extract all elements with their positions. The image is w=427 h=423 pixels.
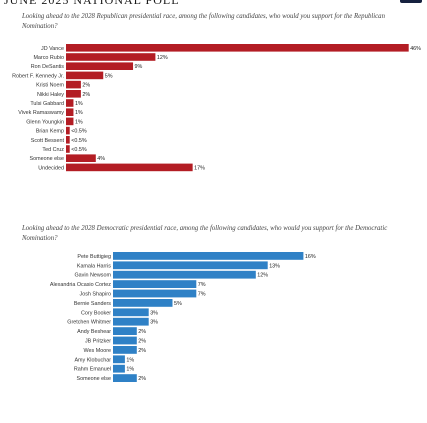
value-label-glenn-youngkin: 1% xyxy=(75,119,83,125)
bar-gavin-newsom xyxy=(113,270,256,279)
category-label-nikki-haley: Nikki Haley xyxy=(37,92,64,98)
bar-glenn-youngkin xyxy=(66,117,74,126)
bar-someone-else xyxy=(66,154,96,162)
bar-undecided xyxy=(66,163,193,172)
category-label-kamala-harris: Kamala Harris xyxy=(77,263,111,269)
value-label-someone-else: 2% xyxy=(138,376,146,382)
category-label-gretchen-whitmer: Gretchen Whitmer xyxy=(67,320,111,326)
republican-question: Looking ahead to the 2028 Republican pre… xyxy=(22,13,385,30)
value-label-alexandria-ocasio-cortez: 7% xyxy=(198,282,206,288)
category-label-wes-moore: Wes Moore xyxy=(84,348,111,354)
value-label-scott-bessent: <0.5% xyxy=(71,138,87,144)
value-label-ron-desantis: 9% xyxy=(135,64,143,70)
bar-ted-cruz xyxy=(66,145,70,153)
value-label-pete-buttigieg: 16% xyxy=(305,254,316,260)
bar-josh-shapiro xyxy=(113,289,197,298)
value-label-jd-vance: 46% xyxy=(410,46,421,52)
category-label-undecided: Undecided xyxy=(38,165,64,171)
bar-jd-vance xyxy=(66,44,409,52)
category-label-jb-pritzker: JB Pritzker xyxy=(85,339,111,345)
democratic-question: Looking ahead to the 2028 Democratic pre… xyxy=(22,225,388,242)
value-label-josh-shapiro: 7% xyxy=(198,292,206,298)
category-label-bernie-sanders: Bernie Sanders xyxy=(74,301,111,307)
category-label-amy-klobuchar: Amy Klobuchar xyxy=(74,357,111,363)
value-label-cory-booker: 3% xyxy=(150,310,158,316)
value-label-wes-moore: 2% xyxy=(138,348,146,354)
bar-nikki-haley xyxy=(66,90,81,98)
category-label-gavin-newsom: Gavin Newsom xyxy=(74,273,111,279)
value-label-amy-klobuchar: 1% xyxy=(126,357,134,363)
republican-chart: JD Vance 46% Marco Rubio 12% Ron DeSantis 9% R… xyxy=(12,44,421,172)
page-title: JUNE 2025 NATIONAL POLL xyxy=(4,0,180,7)
value-label-kamala-harris: 13% xyxy=(269,263,280,269)
category-label-josh-shapiro: Josh Shapiro xyxy=(80,292,111,298)
value-label-tulsi-gabbard: 1% xyxy=(75,101,83,107)
value-label-ted-cruz: <0.5% xyxy=(71,147,87,153)
category-label-vivek-ramaswamy: Vivek Ramaswamy xyxy=(18,110,64,116)
bar-robert-f-kennedy-jr xyxy=(66,71,104,80)
bar-jb-pritzker xyxy=(113,336,137,345)
category-label-pete-buttigieg: Pete Buttigieg xyxy=(77,254,111,260)
bar-vivek-ramaswamy xyxy=(66,108,74,116)
value-label-brian-kemp: <0.5% xyxy=(71,129,87,135)
bar-scott-bessent xyxy=(66,136,70,144)
value-label-andy-beshear: 2% xyxy=(138,329,146,335)
category-label-andy-beshear: Andy Beshear xyxy=(77,329,111,335)
bar-alexandria-ocasio-cortez xyxy=(113,280,197,288)
category-label-alexandria-ocasio-cortez: Alexandria Ocasio Cortez xyxy=(50,282,111,288)
bar-someone-else xyxy=(113,374,137,382)
value-label-gavin-newsom: 12% xyxy=(257,273,268,279)
democratic-chart: Pete Buttigieg 16% Kamala Harris 13% Gavin N… xyxy=(50,252,316,382)
value-label-bernie-sanders: 5% xyxy=(174,301,182,307)
value-label-nikki-haley: 2% xyxy=(82,92,90,98)
bar-kristi-noem xyxy=(66,80,81,89)
bar-rahm-emanuel xyxy=(113,364,125,373)
category-label-someone-else: Someone else xyxy=(30,156,64,162)
bar-amy-klobuchar xyxy=(113,355,125,364)
category-label-brian-kemp: Brian Kemp xyxy=(36,129,64,135)
category-label-robert-f-kennedy-jr: Robert F. Kennedy Jr. xyxy=(12,73,64,79)
value-label-gretchen-whitmer: 3% xyxy=(150,320,158,326)
value-label-rahm-emanuel: 1% xyxy=(126,367,134,373)
category-label-ted-cruz: Ted Cruz xyxy=(42,147,64,153)
value-label-marco-rubio: 12% xyxy=(157,55,168,61)
category-label-cory-booker: Cory Booker xyxy=(81,310,111,316)
value-label-vivek-ramaswamy: 1% xyxy=(75,110,83,116)
brand-logo xyxy=(400,0,422,3)
bar-ron-desantis xyxy=(66,62,134,70)
category-label-scott-bessent: Scott Bessent xyxy=(31,138,65,144)
category-label-jd-vance: JD Vance xyxy=(41,46,64,52)
category-label-rahm-emanuel: Rahm Emanuel xyxy=(74,367,111,373)
value-label-kristi-noem: 2% xyxy=(82,83,90,89)
bar-gretchen-whitmer xyxy=(113,317,149,326)
category-label-tulsi-gabbard: Tulsi Gabbard xyxy=(30,101,64,107)
category-label-someone-else: Someone else xyxy=(77,376,111,382)
bar-kamala-harris xyxy=(113,261,268,270)
bar-pete-buttigieg xyxy=(113,252,304,260)
bar-tulsi-gabbard xyxy=(66,99,74,107)
category-label-glenn-youngkin: Glenn Youngkin xyxy=(26,119,64,125)
value-label-undecided: 17% xyxy=(194,165,205,171)
category-label-kristi-noem: Kristi Noem xyxy=(36,83,64,89)
bar-cory-booker xyxy=(113,308,149,317)
bar-brian-kemp xyxy=(66,126,70,135)
category-label-ron-desantis: Ron DeSantis xyxy=(31,64,65,70)
value-label-someone-else: 4% xyxy=(97,156,105,162)
bar-andy-beshear xyxy=(113,327,137,335)
category-label-marco-rubio: Marco Rubio xyxy=(33,55,64,61)
bar-marco-rubio xyxy=(66,53,156,61)
value-label-robert-f-kennedy-jr: 5% xyxy=(105,73,113,79)
bar-bernie-sanders xyxy=(113,299,173,307)
bar-wes-moore xyxy=(113,346,137,354)
value-label-jb-pritzker: 2% xyxy=(138,339,146,345)
